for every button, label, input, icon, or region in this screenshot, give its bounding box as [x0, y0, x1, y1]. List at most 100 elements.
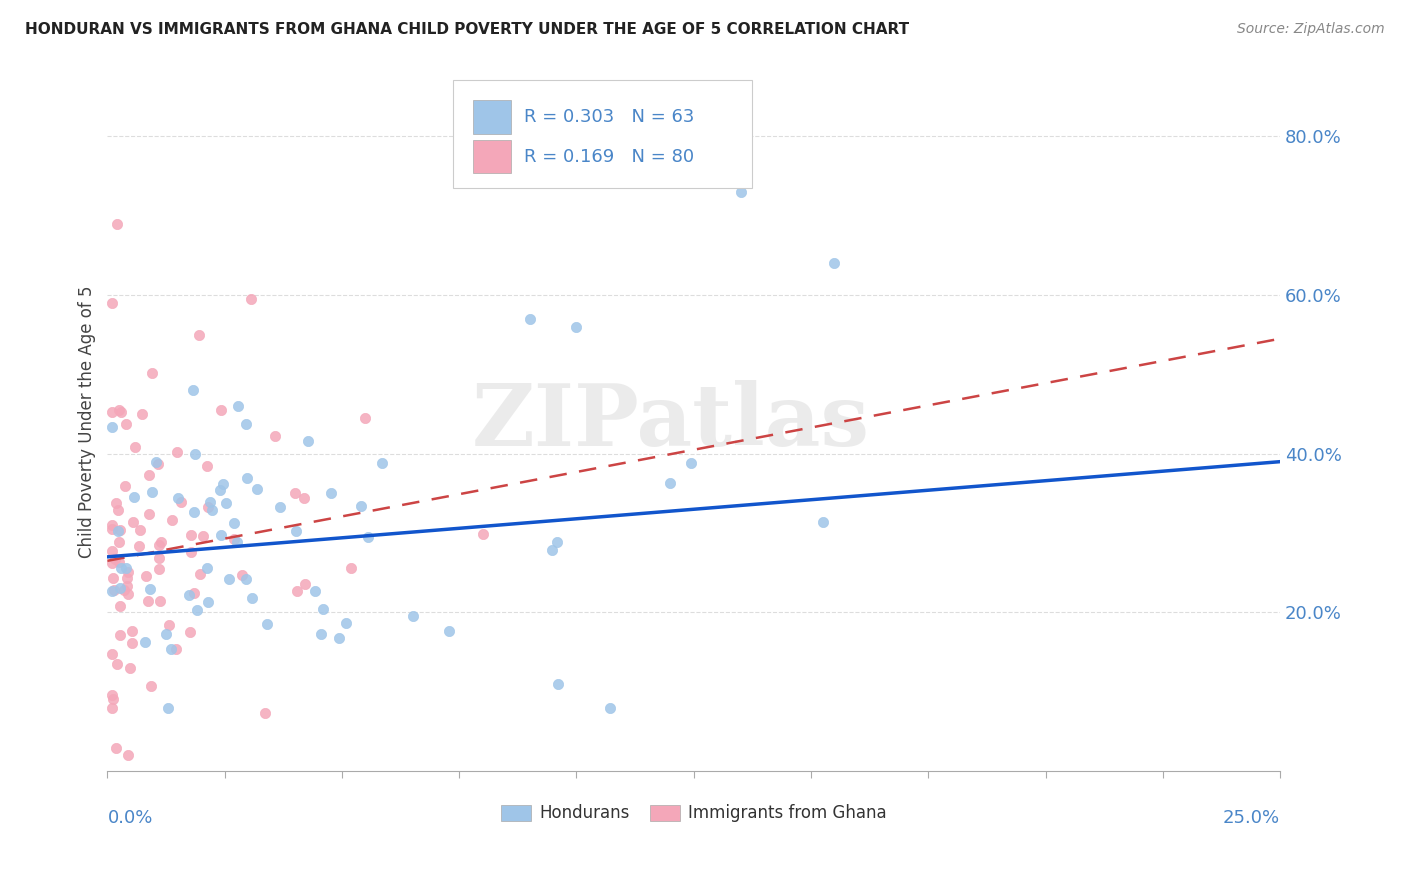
Point	[117, 748, 139, 763]
Text: HONDURAN VS IMMIGRANTS FROM GHANA CHILD POVERTY UNDER THE AGE OF 5 CORRELATION C: HONDURAN VS IMMIGRANTS FROM GHANA CHILD …	[25, 22, 910, 37]
Point	[292, 491, 315, 506]
Point	[148, 550, 170, 565]
Point	[541, 542, 564, 557]
Point	[128, 540, 150, 554]
Point	[101, 556, 124, 570]
Point	[658, 476, 681, 491]
Point	[209, 403, 232, 417]
Bar	[474, 140, 510, 174]
Point	[371, 457, 394, 471]
Point	[110, 405, 132, 419]
Point	[312, 602, 335, 616]
Point	[148, 538, 170, 552]
Point	[108, 628, 131, 642]
Point	[245, 482, 267, 496]
Point	[141, 679, 163, 693]
Point	[115, 571, 138, 585]
Point	[813, 515, 835, 529]
Point	[335, 615, 357, 630]
Point	[309, 627, 332, 641]
Point	[131, 407, 153, 421]
Point	[226, 399, 249, 413]
Point	[565, 319, 588, 334]
Point	[155, 626, 177, 640]
Point	[285, 584, 308, 599]
Point	[211, 477, 233, 491]
Point	[101, 296, 124, 310]
Point	[105, 217, 128, 231]
Point	[350, 500, 373, 514]
Point	[108, 582, 131, 596]
Point	[108, 523, 131, 537]
Point	[117, 565, 139, 579]
Point	[236, 470, 259, 484]
Point	[184, 446, 207, 460]
Point	[166, 445, 188, 459]
Point	[200, 495, 222, 509]
Point	[294, 577, 316, 591]
Point	[162, 513, 184, 527]
Point	[226, 534, 249, 549]
Text: ZIPatlas: ZIPatlas	[471, 380, 869, 464]
Y-axis label: Child Poverty Under the Age of 5: Child Poverty Under the Age of 5	[79, 285, 96, 558]
Text: 25.0%: 25.0%	[1223, 809, 1279, 828]
Point	[183, 505, 205, 519]
Point	[209, 483, 232, 497]
Point	[157, 618, 180, 632]
Point	[170, 494, 193, 508]
Point	[357, 530, 380, 544]
Point	[145, 455, 167, 469]
Point	[107, 402, 129, 417]
Point	[101, 692, 124, 706]
Point	[263, 429, 285, 443]
Point	[181, 383, 204, 397]
Point	[141, 366, 163, 380]
Point	[101, 518, 124, 533]
Point	[201, 503, 224, 517]
Point	[190, 567, 212, 582]
Point	[149, 594, 172, 608]
Point	[136, 593, 159, 607]
Point	[107, 524, 129, 538]
Point	[138, 467, 160, 482]
Point	[319, 485, 342, 500]
Point	[139, 582, 162, 596]
Point	[284, 486, 307, 500]
Point	[104, 496, 127, 510]
Point	[197, 595, 219, 609]
Point	[187, 327, 209, 342]
Point	[121, 635, 143, 649]
Point	[191, 529, 214, 543]
Point	[354, 411, 377, 425]
Point	[195, 459, 218, 474]
Point	[121, 624, 143, 638]
Point	[340, 560, 363, 574]
Point	[108, 535, 131, 549]
Point	[730, 185, 752, 199]
Point	[177, 589, 200, 603]
Text: 0.0%: 0.0%	[107, 809, 153, 828]
Point	[101, 543, 124, 558]
Point	[134, 635, 156, 649]
Point	[546, 535, 568, 549]
Point	[165, 641, 187, 656]
Point	[304, 583, 326, 598]
Point	[156, 700, 179, 714]
Point	[101, 420, 124, 434]
Point	[112, 583, 135, 598]
Point	[402, 608, 425, 623]
Point	[222, 516, 245, 530]
Point	[135, 568, 157, 582]
Point	[437, 624, 460, 639]
Point	[218, 573, 240, 587]
Point	[823, 256, 845, 270]
Point	[101, 647, 124, 661]
Point	[101, 522, 124, 536]
Point	[547, 677, 569, 691]
Point	[285, 524, 308, 538]
Point	[180, 528, 202, 542]
Point	[129, 523, 152, 537]
Point	[101, 405, 124, 419]
Point	[149, 534, 172, 549]
Point	[254, 706, 277, 720]
